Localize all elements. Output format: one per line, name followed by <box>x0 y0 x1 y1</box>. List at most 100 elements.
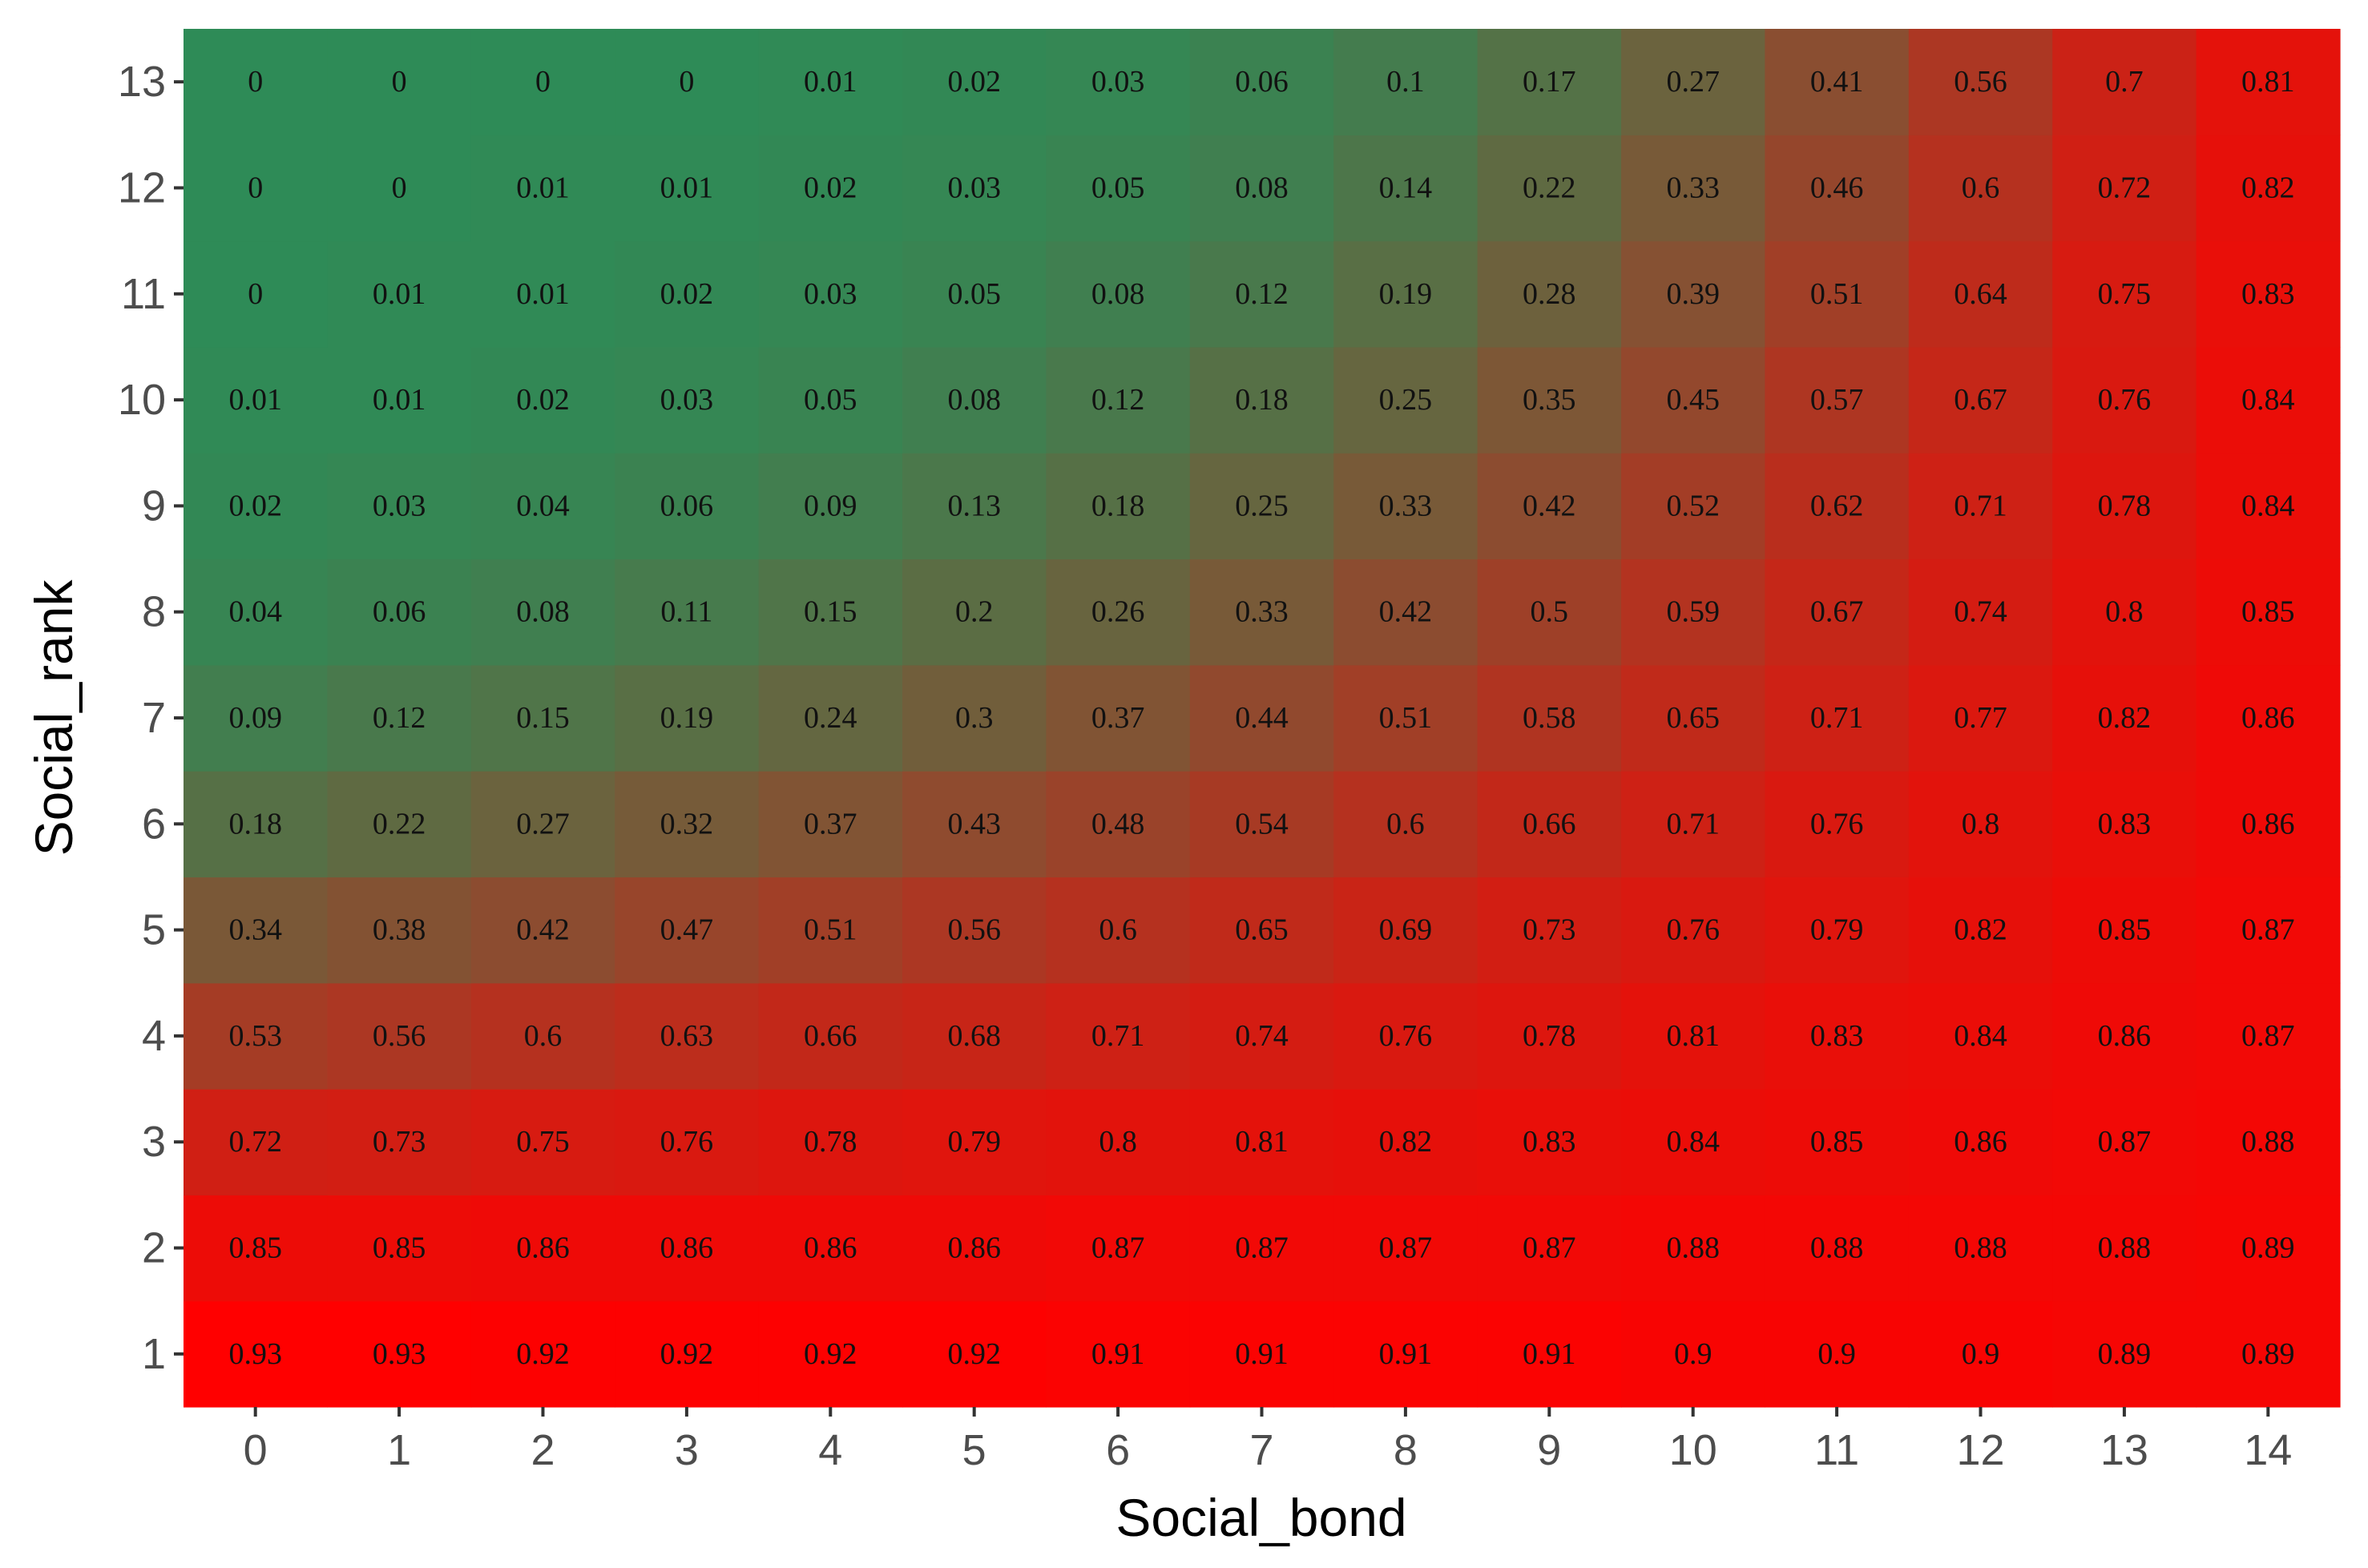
cell-value-label: 0.33 <box>1379 489 1433 522</box>
heatmap-cell <box>1477 135 1622 242</box>
heatmap-cell <box>2052 1195 2197 1302</box>
heatmap-cell <box>2052 664 2197 772</box>
heatmap-cell <box>1908 771 2053 878</box>
heatmap-cell <box>470 1300 615 1408</box>
cell-value-label: 0.02 <box>660 277 714 311</box>
x-tick-label: 6 <box>1106 1426 1130 1474</box>
cell-value-label: 0.81 <box>1666 1019 1720 1053</box>
heatmap-cell <box>2196 877 2341 984</box>
cell-value-label: 0.82 <box>1379 1125 1433 1159</box>
cell-value-label: 0.14 <box>1379 171 1433 204</box>
cell-value-label: 0.32 <box>660 807 714 840</box>
cell-value-label: 0.89 <box>2241 1337 2295 1371</box>
cell-value-label: 0.01 <box>516 277 570 311</box>
x-axis: 0 1 2 3 4 5 6 7 8 9 10 11 12 13 14 <box>244 1407 2292 1474</box>
heatmap-cell <box>327 346 472 453</box>
cell-value-label: 0.34 <box>228 913 282 947</box>
cell-value-label: 0.89 <box>2241 1231 2295 1265</box>
cell-value-label: 0.51 <box>804 913 857 947</box>
heatmap-cell <box>1621 346 1765 453</box>
cell-value-label: 0.5 <box>1531 595 1569 629</box>
heatmap-cell <box>470 240 615 348</box>
cell-value-label: 0.56 <box>373 1019 426 1053</box>
heatmap-cell <box>1908 346 2053 453</box>
cell-value-label: 0.6 <box>1962 171 2000 204</box>
heatmap-cell <box>1621 1195 1765 1302</box>
cell-value-label: 0.91 <box>1235 1337 1289 1371</box>
heatmap-cell <box>184 29 328 135</box>
heatmap-cell <box>1046 771 1191 878</box>
heatmap-cell <box>615 453 760 560</box>
heatmap-cell <box>1908 240 2053 348</box>
cell-value-label: 0.01 <box>516 171 570 204</box>
cell-value-label: 0.75 <box>2098 277 2152 311</box>
y-tick-label: 7 <box>142 694 166 742</box>
cell-value-label: 0.8 <box>1099 1125 1137 1159</box>
cell-value-label: 0.56 <box>947 913 1001 947</box>
cell-value-label: 0.06 <box>660 489 714 522</box>
heatmap-cell <box>902 29 1047 135</box>
cell-value-label: 0.72 <box>2098 171 2152 204</box>
cell-value-label: 0.87 <box>1379 1231 1433 1265</box>
heatmap-cell <box>184 771 328 878</box>
heatmap-cell <box>327 664 472 772</box>
heatmap-cell <box>615 877 760 984</box>
cell-value-label: 0.05 <box>947 277 1001 311</box>
heatmap-cell <box>758 982 903 1090</box>
heatmap-cell <box>758 877 903 984</box>
cell-value-label: 0.03 <box>1091 65 1145 99</box>
cell-value-label: 0.48 <box>1091 807 1145 840</box>
x-tick-label: 11 <box>1814 1426 1859 1474</box>
y-tick-label: 5 <box>142 906 166 954</box>
cell-value-label: 0.84 <box>1954 1019 2007 1053</box>
x-tick-label: 12 <box>1956 1426 2004 1474</box>
cell-value-label: 0.06 <box>373 595 426 629</box>
heatmap-cell <box>1621 982 1765 1090</box>
cell-value-label: 0.83 <box>1810 1019 1864 1053</box>
cell-value-label: 0.64 <box>1954 277 2007 311</box>
cell-value-label: 0.83 <box>2098 807 2152 840</box>
cell-value-label: 0.6 <box>524 1019 563 1053</box>
cell-value-label: 0.9 <box>1962 1337 2000 1371</box>
heatmap-cell <box>615 240 760 348</box>
x-tick-label: 1 <box>387 1426 411 1474</box>
cell-value-label: 0.26 <box>1091 595 1145 629</box>
heatmap-cell <box>1189 1089 1334 1195</box>
cell-value-label: 0.38 <box>373 913 426 947</box>
heatmap-cell <box>1908 135 2053 242</box>
y-axis-title: Social_rank <box>24 579 83 857</box>
cell-value-label: 0.02 <box>947 65 1001 99</box>
y-tick-label: 1 <box>142 1330 166 1378</box>
heatmap-cell <box>1333 29 1478 135</box>
cell-value-label: 0.24 <box>804 701 857 735</box>
cell-value-label: 0.27 <box>1666 65 1720 99</box>
heatmap-cell <box>327 982 472 1090</box>
heatmap-cell <box>758 558 903 666</box>
cell-value-label: 0.91 <box>1379 1337 1433 1371</box>
cell-value-label: 0.59 <box>1666 595 1720 629</box>
y-tick-label: 2 <box>142 1224 166 1272</box>
cell-value-label: 0.18 <box>1235 383 1289 417</box>
heatmap-cell <box>1046 135 1191 242</box>
heatmap-cell <box>470 453 615 560</box>
heatmap-cell <box>184 1195 328 1302</box>
cell-value-label: 0.79 <box>947 1125 1001 1159</box>
heatmap-cell <box>1765 29 1910 135</box>
cell-value-label: 0.27 <box>516 807 570 840</box>
cell-value-label: 0.62 <box>1810 489 1864 522</box>
heatmap-cell <box>1189 877 1334 984</box>
cell-value-label: 0.25 <box>1379 383 1433 417</box>
cell-value-label: 0.13 <box>947 489 1001 522</box>
cell-value-label: 0.74 <box>1235 1019 1289 1053</box>
heatmap-cell <box>1621 771 1765 878</box>
cell-value-label: 0.86 <box>947 1231 1001 1265</box>
cell-value-label: 0.02 <box>228 489 282 522</box>
heatmap-cell <box>615 664 760 772</box>
heatmap-cell <box>615 346 760 453</box>
cell-value-label: 0.6 <box>1099 913 1137 947</box>
heatmap-cell <box>1046 982 1191 1090</box>
cell-value-label: 0.69 <box>1379 913 1433 947</box>
y-tick-label: 6 <box>142 800 166 848</box>
cell-value-label: 0.87 <box>1235 1231 1289 1265</box>
heatmap-cell <box>758 664 903 772</box>
